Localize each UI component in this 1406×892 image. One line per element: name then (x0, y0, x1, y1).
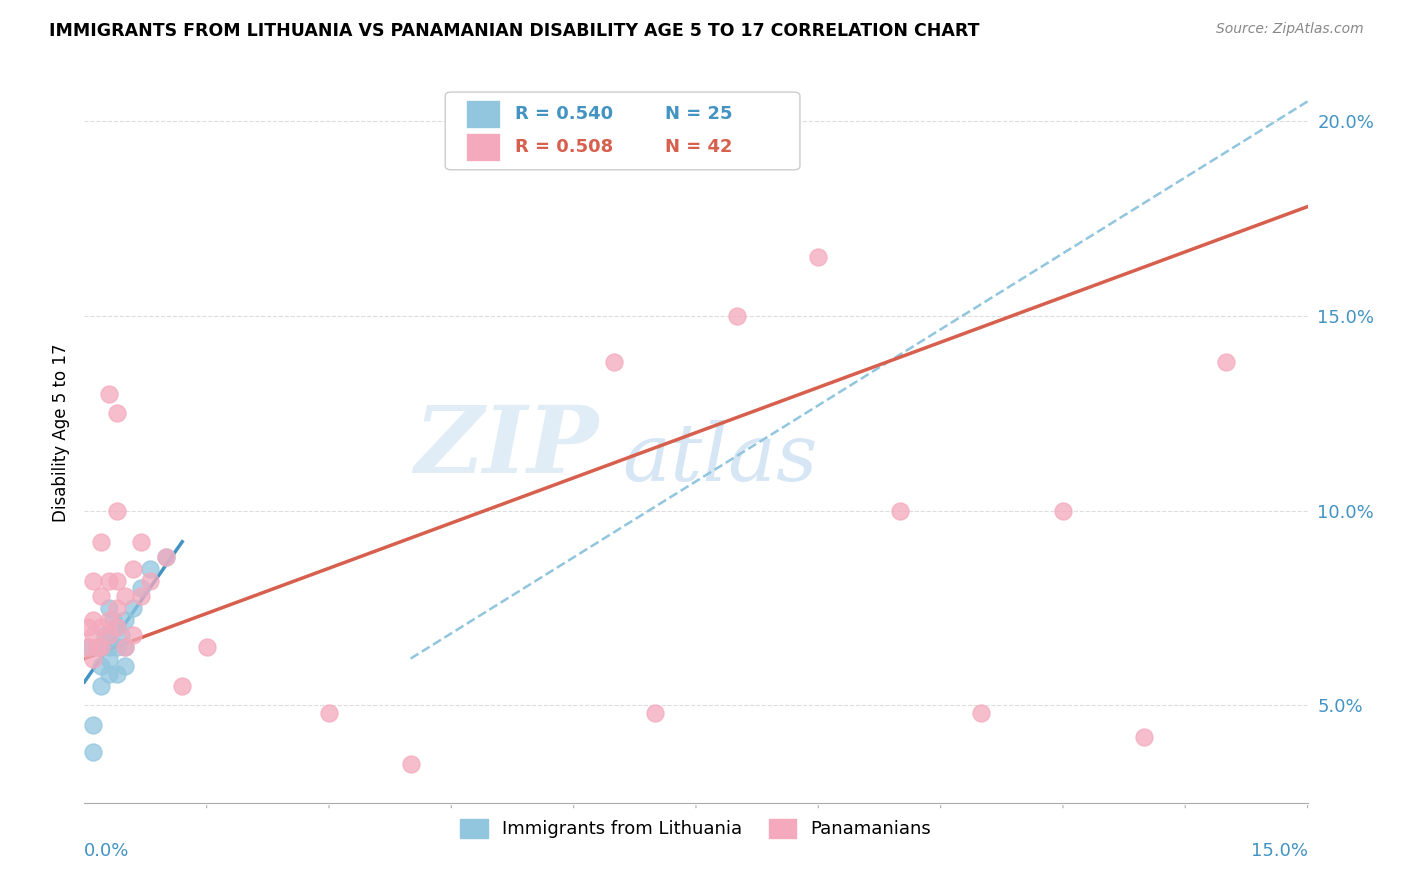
Point (77, 640, 100, 654)
Text: Source: ZipAtlas.com: Source: ZipAtlas.com (1216, 22, 1364, 37)
Point (86, 640, 108, 654)
Point (522, 114, 544, 128)
Point (97, 628, 120, 642)
Point (82, 651, 104, 665)
Point (77, 620, 100, 634)
Bar (465, 100, 501, 128)
Point (122, 562, 145, 576)
Point (90, 589, 112, 603)
Point (90, 620, 112, 634)
Point (131, 582, 153, 596)
Point (93, 628, 115, 642)
Point (105, 667, 128, 681)
Point (82, 718, 104, 732)
Point (1133, 730, 1156, 744)
Point (82, 574, 104, 588)
Point (105, 574, 128, 588)
Point (105, 620, 128, 634)
Point (101, 613, 124, 627)
Point (725, 309, 748, 323)
Point (1215, 355, 1237, 369)
Point (114, 613, 136, 627)
Point (131, 589, 153, 603)
Point (90, 534, 112, 549)
Point (138, 562, 160, 576)
Point (82, 745, 104, 759)
Point (90, 659, 112, 673)
Text: ZIP: ZIP (413, 402, 598, 492)
Point (97, 574, 120, 588)
Point (97, 613, 120, 627)
Point (195, 640, 218, 654)
Point (131, 534, 153, 549)
Point (1052, 503, 1074, 517)
Text: N = 25: N = 25 (665, 105, 733, 123)
Point (399, 756, 422, 771)
Point (114, 640, 136, 654)
Point (114, 659, 136, 673)
Point (97, 667, 120, 681)
Point (105, 620, 128, 634)
Point (138, 574, 160, 588)
Point (318, 706, 340, 721)
Point (90, 640, 112, 654)
Text: 15.0%: 15.0% (1250, 842, 1308, 860)
Point (114, 640, 136, 654)
Text: atlas: atlas (623, 420, 818, 497)
Point (97, 628, 120, 642)
Legend: Immigrants from Lithuania, Panamanians: Immigrants from Lithuania, Panamanians (453, 812, 939, 846)
Point (105, 640, 128, 654)
Point (807, 250, 830, 264)
Bar (465, 133, 501, 161)
Point (82, 613, 104, 627)
Point (889, 503, 911, 517)
Text: N = 42: N = 42 (665, 138, 733, 156)
Text: IMMIGRANTS FROM LITHUANIA VS PANAMANIAN DISABILITY AGE 5 TO 17 CORRELATION CHART: IMMIGRANTS FROM LITHUANIA VS PANAMANIAN … (49, 22, 980, 40)
Point (97, 640, 120, 654)
Point (172, 679, 194, 693)
Text: 0.0%: 0.0% (84, 842, 129, 860)
Point (105, 601, 128, 615)
Point (97, 386, 120, 401)
Point (82, 628, 104, 642)
Point (122, 628, 145, 642)
Point (97, 601, 120, 615)
Point (105, 406, 128, 420)
Text: R = 0.508: R = 0.508 (515, 138, 613, 156)
Point (114, 589, 136, 603)
Point (77, 640, 100, 654)
Point (122, 601, 145, 615)
Point (86, 640, 108, 654)
Point (644, 706, 666, 721)
FancyBboxPatch shape (446, 92, 800, 169)
Point (90, 640, 112, 654)
Y-axis label: Disability Age 5 to 17: Disability Age 5 to 17 (52, 343, 70, 522)
Point (155, 550, 177, 565)
Point (970, 706, 993, 721)
Point (155, 550, 177, 565)
Point (90, 679, 112, 693)
Point (110, 628, 132, 642)
Point (97, 651, 120, 665)
Text: R = 0.540: R = 0.540 (515, 105, 613, 123)
Point (603, 355, 626, 369)
Point (105, 503, 128, 517)
